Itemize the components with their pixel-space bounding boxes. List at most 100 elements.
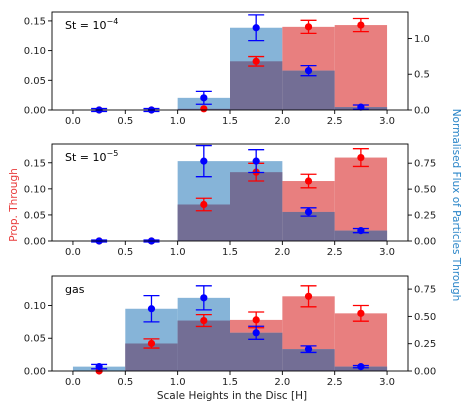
plot-layer: 0.00 0.05 0.10 0.15 0.0 0.5 1.0 0.0 0.5 1.0 1.5 2.0… (24, 11, 436, 388)
flux-point-p1-3 (195, 90, 212, 105)
x-tick-label-p1-1: 0.0 (65, 116, 81, 127)
flux-point-p2-5-marker (304, 208, 313, 216)
flux-point-p2-4 (248, 149, 265, 174)
flux-point-p1-6-marker (357, 103, 365, 111)
x-tick-label-p2-3: 1.0 (170, 247, 186, 258)
x-tick-label-p1-7: 3.0 (379, 116, 395, 127)
x-tick-label-p1-4: 1.5 (222, 116, 238, 127)
flux-point-p2-3 (195, 144, 212, 178)
panel-2: 0.00 0.05 0.10 0.15 0.00 0.25 0.50 0.75 0.0 0.5 1.… (24, 143, 436, 258)
prop-point-p3-2 (143, 338, 160, 349)
overlap-bar-p3-3 (177, 320, 230, 371)
prop-point-p1-5-marker (304, 23, 313, 31)
flux-point-p3-6-marker (357, 363, 365, 371)
x-tick-label-p3-2: 0.5 (117, 377, 133, 388)
flux-point-p3-1 (91, 363, 108, 371)
flux-point-p1-4-marker (252, 24, 260, 32)
prop-point-p3-3-marker (200, 316, 208, 325)
flux-point-p1-6 (352, 103, 369, 111)
prop-point-p1-6-marker (357, 21, 365, 29)
flux-point-p2-4-marker (252, 157, 260, 165)
overlap-bar-p2-6 (334, 230, 388, 241)
prop-point-p1-6 (352, 17, 369, 33)
prop-point-p2-6-marker (357, 153, 365, 162)
flux-point-p2-6-marker (357, 227, 365, 235)
right-tick-label-p3-1: 0.00 (414, 367, 436, 378)
panel-label-exp-2: −5 (107, 149, 119, 158)
left-tick-label-p2-1: 0.00 (24, 237, 46, 248)
panel-3: 0.00 0.05 0.10 0.00 0.25 0.50 0.75 0.0 0.5 1.0 1.5… (24, 275, 436, 388)
left-axis-title: Prop. Through (8, 168, 20, 242)
flux-point-p1-1 (91, 106, 108, 114)
left-tick-label-p3-3: 0.10 (24, 301, 46, 312)
prop-point-p3-4-marker (252, 316, 260, 324)
flux-point-p3-3-marker (200, 294, 208, 302)
x-tick-label-p3-3: 1.0 (170, 377, 186, 388)
overlap-bar-p2-5 (282, 211, 335, 241)
prop-point-p1-4-marker (252, 57, 260, 65)
left-tick-label-p3-2: 0.05 (24, 334, 46, 345)
flux-point-p1-5 (300, 64, 317, 77)
panel-label-2: St = 10−5 (65, 149, 118, 164)
left-tick-label-p1-4: 0.15 (24, 16, 46, 27)
x-axis-title: Scale Heights in the Disc [H] (157, 390, 307, 402)
flux-point-p3-3 (195, 285, 212, 311)
prop-point-p3-5 (300, 285, 317, 308)
flux-point-p2-3-marker (200, 157, 208, 165)
right-tick-label-p1-1: 0.0 (414, 106, 430, 117)
right-tick-label-p1-3: 1.0 (414, 34, 430, 45)
left-tick-label-p1-2: 0.05 (24, 76, 46, 87)
x-tick-label-p3-5: 2.0 (274, 377, 290, 388)
x-tick-label-p3-4: 1.5 (222, 377, 238, 388)
x-tick-label-p2-6: 2.5 (327, 247, 343, 258)
panel-label-1: St = 10−4 (65, 17, 118, 32)
x-tick-label-p1-2: 0.5 (117, 116, 133, 127)
right-tick-label-p2-3: 0.50 (414, 185, 436, 196)
prop-point-p2-5-marker (304, 177, 313, 185)
flux-point-p1-5-marker (304, 67, 313, 75)
right-tick-label-p1-2: 0.5 (414, 70, 430, 81)
x-tick-label-p1-5: 2.0 (274, 116, 290, 127)
overlap-bar-p3-5 (282, 349, 335, 371)
overlap-bar-p1-5 (282, 70, 335, 110)
left-tick-label-p3-1: 0.00 (24, 367, 46, 378)
right-tick-label-p2-1: 0.00 (414, 237, 436, 248)
prop-point-p3-5-marker (304, 292, 313, 300)
overlap-bar-p2-4 (230, 172, 283, 241)
flux-point-p3-4-marker (252, 329, 260, 337)
x-tick-label-p3-6: 2.5 (327, 377, 343, 388)
flux-point-p2-6 (352, 227, 369, 235)
flux-point-p3-4 (248, 325, 265, 340)
x-tick-label-p2-2: 0.5 (117, 247, 133, 258)
right-tick-label-p3-2: 0.25 (414, 339, 436, 350)
prop-bar-p1-6 (334, 25, 388, 110)
prop-point-p1-5 (300, 19, 317, 35)
prop-point-p3-2-marker (147, 339, 156, 348)
prop-point-p1-4 (248, 55, 265, 67)
right-tick-label-p3-3: 0.50 (414, 312, 436, 323)
flux-point-p1-4 (248, 14, 265, 42)
prop-point-p1-3 (200, 105, 208, 113)
right-tick-label-p2-2: 0.25 (414, 211, 436, 222)
flux-point-p2-5 (300, 207, 317, 217)
right-tick-label-p2-4: 0.75 (414, 159, 436, 170)
x-tick-label-p2-7: 3.0 (379, 247, 395, 258)
left-tick-label-p2-3: 0.10 (24, 184, 46, 195)
prop-bar-p3-6 (334, 313, 388, 371)
prop-point-p2-3 (195, 197, 212, 212)
x-tick-label-p2-5: 2.0 (274, 247, 290, 258)
x-tick-label-p3-7: 3.0 (379, 377, 395, 388)
panel-label-exp-1: −4 (107, 17, 119, 26)
left-tick-label-p1-1: 0.00 (24, 106, 46, 117)
flux-point-p1-3-marker (200, 94, 208, 102)
left-tick-label-p2-4: 0.15 (24, 158, 46, 169)
prop-point-p2-5 (300, 173, 317, 189)
prop-point-p2-6 (352, 148, 369, 168)
right-axis-title: Normalised Flux of Particles Through (450, 109, 462, 302)
left-tick-label-p1-3: 0.10 (24, 46, 46, 57)
x-tick-label-p1-6: 2.5 (327, 116, 343, 127)
x-tick-label-p2-4: 1.5 (222, 247, 238, 258)
x-tick-label-p3-1: 0.0 (65, 377, 81, 388)
panel-label-3: gas (65, 283, 85, 296)
